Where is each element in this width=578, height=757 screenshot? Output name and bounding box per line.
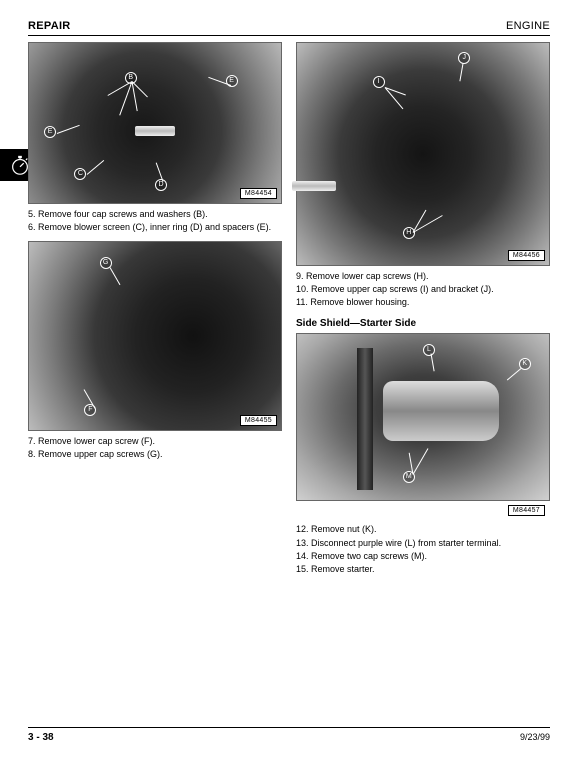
figure-2-code: M84455 [240, 415, 277, 426]
left-column: B E E C D M84454 5. Remove four cap scre… [28, 42, 282, 576]
step-8: 8. Remove upper cap screws (G). [28, 448, 282, 460]
header-chapter: ENGINE [506, 20, 550, 32]
right-column: J I H M84456 9. Remove lower cap screws … [296, 42, 550, 576]
step-6: 6. Remove blower screen (C), inner ring … [28, 221, 282, 233]
callout-D: D [155, 179, 167, 191]
figure-2: G F M84455 [28, 241, 282, 431]
figure-3: J I H M84456 [296, 42, 550, 266]
step-5: 5. Remove four cap screws and washers (B… [28, 208, 282, 220]
callout-I: I [373, 76, 385, 88]
page-footer: 3 - 38 9/23/99 [28, 727, 550, 743]
step-13: 13. Disconnect purple wire (L) from star… [296, 537, 550, 549]
figure-3-code: M84456 [508, 250, 545, 261]
figure-4: L K M M84457 [296, 333, 550, 501]
figure-1: B E E C D M84454 [28, 42, 282, 204]
step-14: 14. Remove two cap screws (M). [296, 550, 550, 562]
page-number: 3 - 38 [28, 732, 54, 743]
step-15: 15. Remove starter. [296, 563, 550, 575]
subheading-side-shield: Side Shield—Starter Side [296, 318, 550, 329]
page-header: REPAIR ENGINE [28, 20, 550, 36]
step-10: 10. Remove upper cap screws (I) and brac… [296, 283, 550, 295]
step-9: 9. Remove lower cap screws (H). [296, 270, 550, 282]
step-11: 11. Remove blower housing. [296, 296, 550, 308]
header-section: REPAIR [28, 20, 71, 32]
figure-4-code: M84457 [508, 505, 545, 516]
figure-1-code: M84454 [240, 188, 277, 199]
step-7: 7. Remove lower cap screw (F). [28, 435, 282, 447]
callout-E-top: E [226, 75, 238, 87]
step-12: 12. Remove nut (K). [296, 523, 550, 535]
footer-date: 9/23/99 [520, 732, 550, 743]
